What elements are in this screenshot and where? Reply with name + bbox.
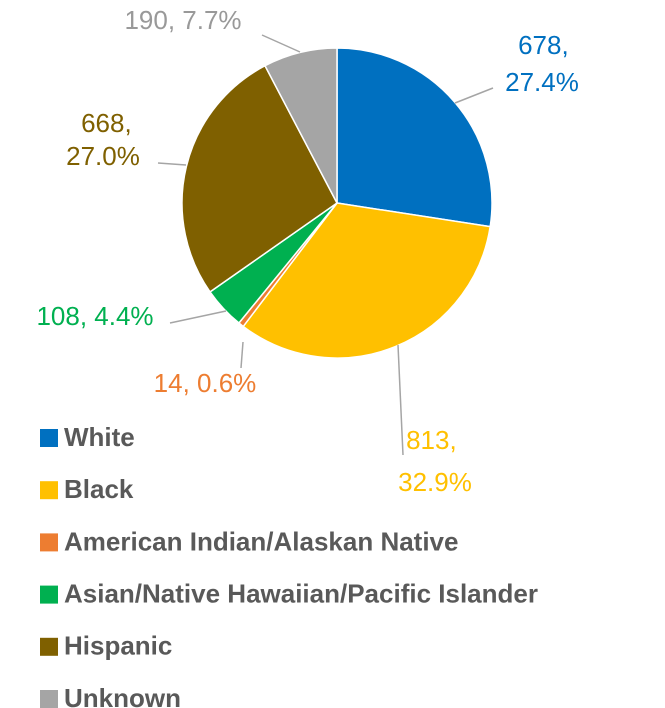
data-label-line: 27.0% [66, 141, 140, 171]
legend-label: Hispanic [64, 631, 172, 661]
data-label: 813, 32.9% [398, 425, 472, 497]
data-label-line: 668, [81, 108, 139, 138]
leader-line [261, 34, 301, 53]
data-label-line: 678, [518, 30, 576, 60]
leader-line [169, 310, 227, 324]
legend-label: American Indian/Alaskan Native [64, 526, 458, 556]
leader-line [157, 162, 187, 166]
pie-slice [336, 47, 493, 228]
legend-label: White [64, 422, 135, 452]
legend-label: Asian/Native Hawaiian/Pacific Islander [64, 578, 538, 608]
pie-slice [181, 64, 338, 293]
data-label-line: 27.4% [505, 67, 579, 97]
legend-swatch [40, 481, 58, 500]
data-label: 668, 27.0% [66, 108, 140, 171]
data-label-line: 32.9% [398, 467, 472, 497]
legend-label: Black [64, 474, 134, 504]
legend-swatch [40, 533, 58, 552]
data-label-line: 813, [406, 425, 464, 455]
pie-slice [242, 202, 492, 359]
legend-swatch [40, 690, 58, 708]
data-label: 190, 7.7% [124, 5, 241, 35]
legend-swatch [40, 429, 58, 447]
legend-swatch [40, 585, 58, 604]
pie-slice [263, 47, 338, 204]
legend-swatch [40, 637, 58, 656]
data-label: 108, 4.4% [36, 301, 153, 331]
leader-line [454, 87, 494, 104]
leader-line [240, 341, 244, 369]
data-label: 678, 27.4% [505, 30, 579, 97]
data-label: 14, 0.6% [154, 368, 257, 398]
leader-line [397, 344, 404, 456]
legend-label: Unknown [64, 683, 181, 708]
